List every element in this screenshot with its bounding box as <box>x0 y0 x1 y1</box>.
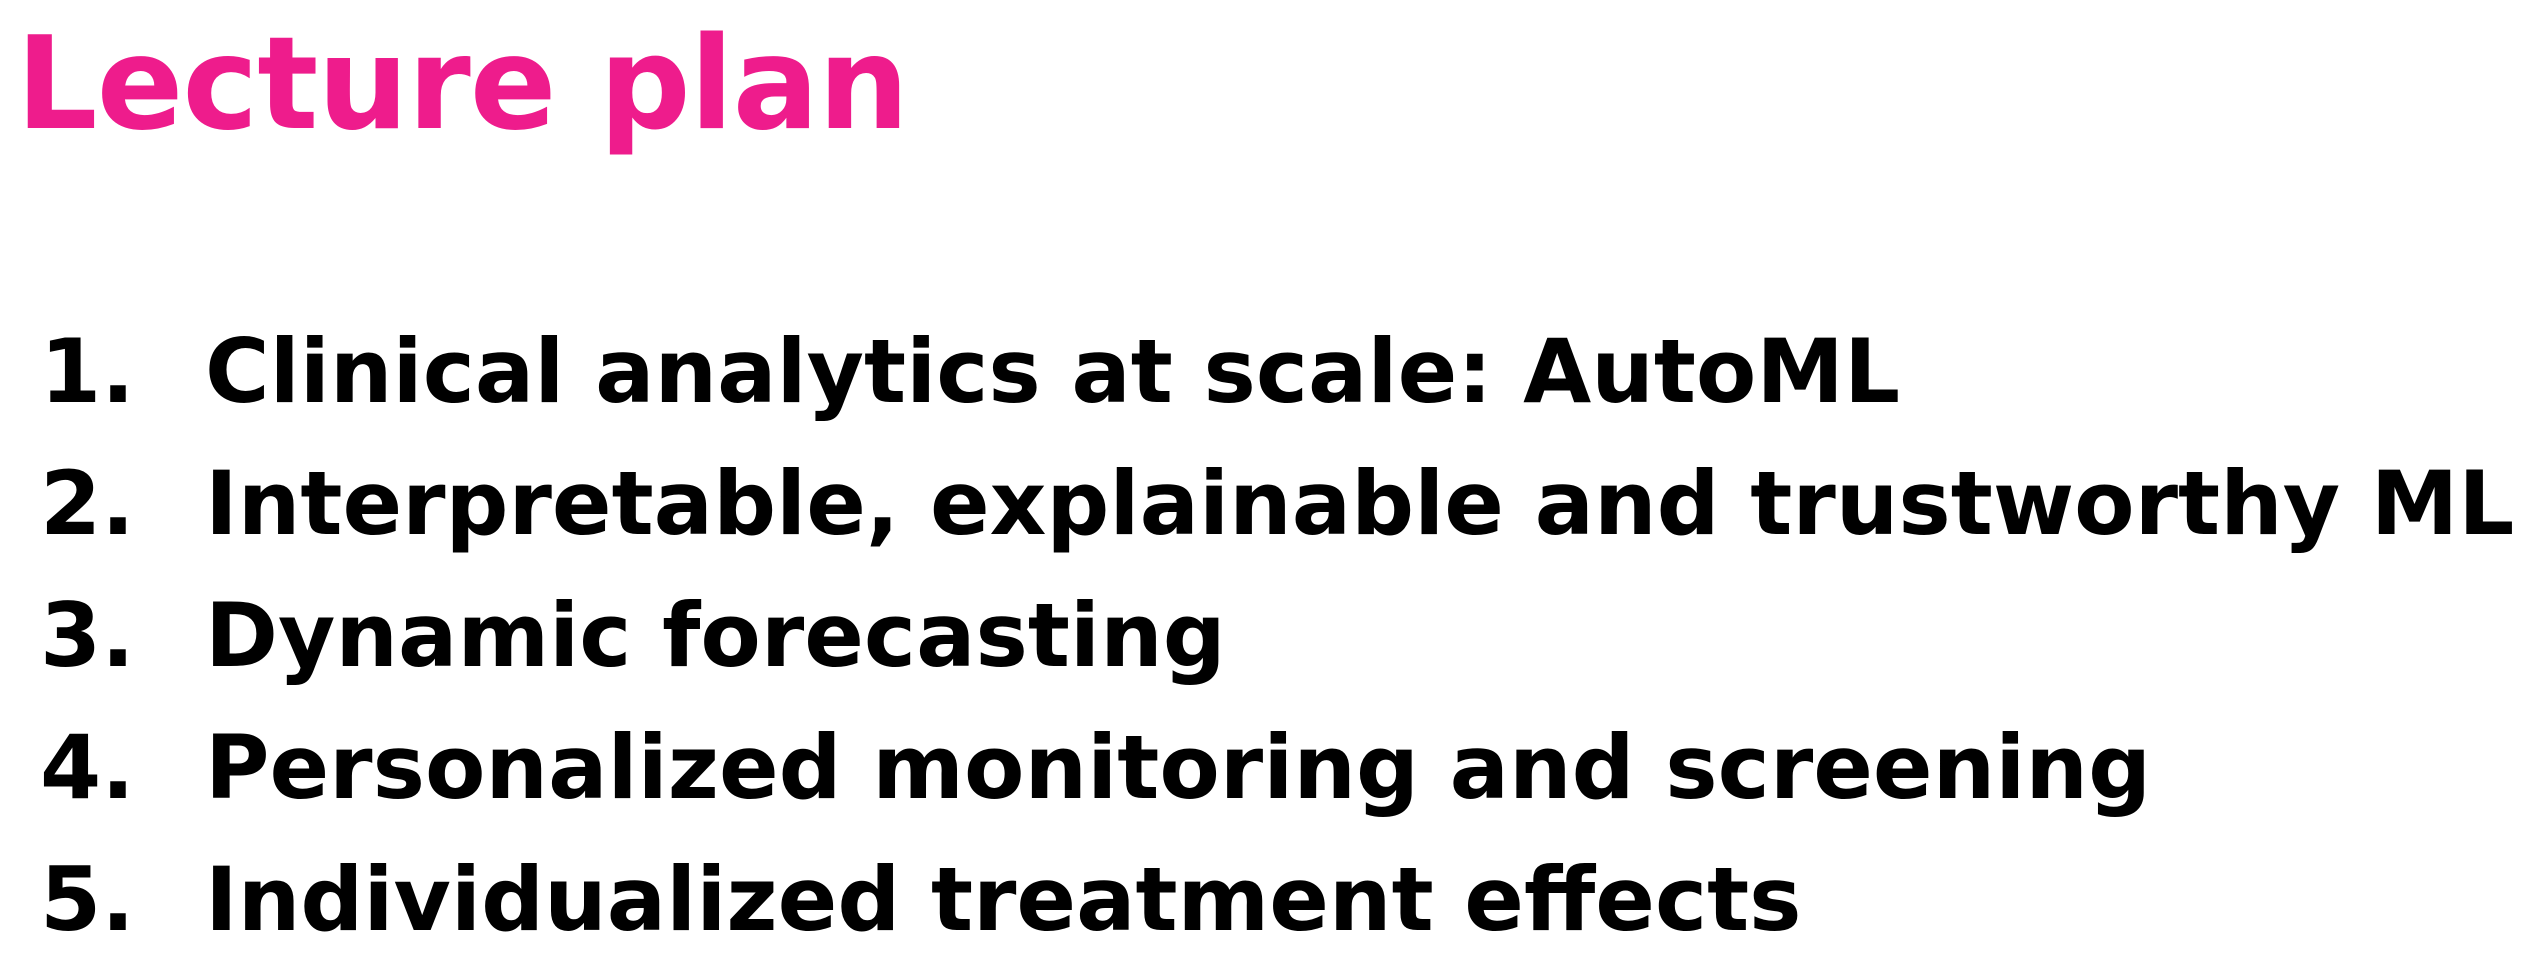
list-item: 5. Individualized treatment effects <box>40 833 2514 965</box>
item-number: 5. <box>40 847 135 951</box>
item-number: 1. <box>40 319 135 423</box>
list-item: 3. Dynamic forecasting <box>40 569 2514 701</box>
item-text: Interpretable, explainable and trustwort… <box>205 451 2515 555</box>
item-text: Dynamic forecasting <box>205 583 1226 687</box>
item-text: Personalized monitoring and screening <box>205 715 2152 819</box>
agenda-list: 1. Clinical analytics at scale: AutoML 2… <box>40 305 2514 965</box>
item-text: Clinical analytics at scale: AutoML <box>205 319 1901 423</box>
list-item: 2. Interpretable, explainable and trustw… <box>40 437 2514 569</box>
item-number: 3. <box>40 583 135 687</box>
item-number: 4. <box>40 715 135 819</box>
item-number: 2. <box>40 451 135 555</box>
list-item: 1. Clinical analytics at scale: AutoML <box>40 305 2514 437</box>
list-item: 4. Personalized monitoring and screening <box>40 701 2514 833</box>
item-text: Individualized treatment effects <box>205 847 1802 951</box>
slide-title: Lecture plan <box>16 10 909 159</box>
